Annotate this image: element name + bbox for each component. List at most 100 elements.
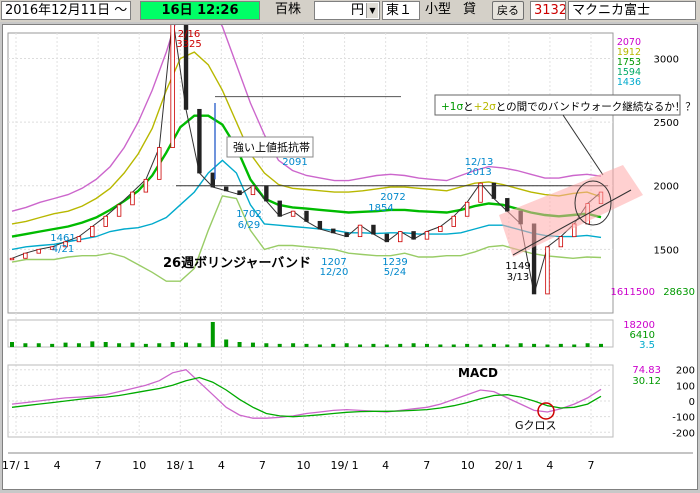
candle <box>157 147 162 180</box>
volume-bar <box>478 344 483 347</box>
x-tick-label: 10 <box>132 459 146 472</box>
x-tick-label: 7 <box>259 459 266 472</box>
volume-bar <box>532 343 537 347</box>
candle <box>210 172 215 188</box>
currency-select[interactable]: 円 ▼ <box>314 1 380 20</box>
volume-bar <box>424 343 429 347</box>
volume-bar <box>331 343 336 347</box>
x-tick-label: 18/ 1 <box>166 459 194 472</box>
macd-tick-label: 200 <box>676 366 695 377</box>
volume-bar <box>291 343 296 347</box>
ticker-field[interactable]: 3132 <box>530 1 566 20</box>
candle <box>344 232 349 238</box>
toolbar: 2016年12月11日 ～ 16日 12:26 百株 円 ▼ 東１ 小型 貸 戻… <box>0 0 700 22</box>
x-tick-label: 17/ 1 <box>3 459 30 472</box>
volume-bar <box>518 343 523 347</box>
price-tick-label: 3000 <box>654 54 679 65</box>
golden-cross-marker <box>537 402 555 420</box>
market-field: 東１ <box>382 1 420 20</box>
volume-bar <box>157 343 162 347</box>
candle <box>505 198 510 212</box>
x-tick-label: 10 <box>461 459 475 472</box>
volume-readout: 28630 <box>663 287 695 298</box>
macd-line-MACD <box>11 368 602 419</box>
annotation-label: 2091 <box>282 157 307 168</box>
volume-bar <box>197 343 202 347</box>
candle <box>290 210 296 217</box>
band-level-label: 2070 <box>617 37 641 48</box>
volume-bar <box>545 344 550 347</box>
back-button[interactable]: 戻る <box>492 1 524 20</box>
volume-bar <box>264 343 269 347</box>
candle <box>76 236 82 243</box>
candle <box>23 252 28 259</box>
annotation-label: 2072 <box>380 192 405 203</box>
series-line-+2σ <box>11 0 602 212</box>
band-level-label: 1753 <box>617 57 641 68</box>
volume-bar <box>237 342 242 347</box>
candle <box>103 215 108 227</box>
price-tick-label: 1500 <box>654 245 679 256</box>
x-tick-label: 7 <box>423 459 430 472</box>
bandwalk-ellipse <box>574 180 612 226</box>
volume-bar <box>170 342 175 347</box>
band-level-label: 1436 <box>617 77 641 88</box>
candle <box>331 228 336 234</box>
x-tick-label: 7 <box>588 459 595 472</box>
x-tick-label: 4 <box>546 459 553 472</box>
x-tick-label: 10 <box>297 459 311 472</box>
series-line-MA26 <box>11 114 602 238</box>
candle <box>371 224 376 235</box>
x-tick-label: 20/ 1 <box>495 459 523 472</box>
volume-scale-label: 3.5 <box>639 340 655 351</box>
bandwalk-callout-box <box>434 94 681 116</box>
uptrend-channel <box>499 165 643 257</box>
candle <box>304 210 309 222</box>
annotation-label: 3/13 <box>507 272 529 283</box>
chevron-down-icon[interactable]: ▼ <box>366 3 378 18</box>
candle <box>317 220 323 230</box>
volume-bar <box>63 342 68 347</box>
candle <box>237 190 242 196</box>
annotation-label: 5/24 <box>384 267 406 278</box>
volume-bar <box>371 343 376 347</box>
volume-bar <box>384 344 389 347</box>
volume-bar <box>250 342 255 347</box>
bandwalk-text-part: +2σ <box>474 101 496 113</box>
currency-value: 円 <box>350 3 364 18</box>
series-line--2σ <box>11 195 602 282</box>
annotation-label: 6/29 <box>238 220 260 231</box>
candle <box>398 231 403 243</box>
macd-label: MACD <box>458 366 498 380</box>
volume-bar <box>585 343 590 347</box>
bandwalk-callout: +1σと+2σとの間でのバンドウォーク継続なるか！？ <box>441 100 696 113</box>
date-field[interactable]: 2016年12月11日 ～ <box>1 1 131 20</box>
unit-label: 百株 <box>264 1 312 20</box>
volume-bar <box>572 344 577 347</box>
macd-line-Signal <box>11 376 602 418</box>
candle <box>491 182 497 199</box>
volume-bar <box>317 344 322 347</box>
candle <box>63 241 68 248</box>
candle <box>277 200 282 217</box>
volume-bar <box>491 343 496 347</box>
candle <box>451 215 456 227</box>
candle <box>143 178 149 193</box>
candle <box>464 201 470 217</box>
resistance-callout-box <box>226 136 314 158</box>
candle <box>411 231 416 240</box>
candle <box>545 246 550 295</box>
volume-bar <box>50 343 55 347</box>
volume-bar <box>36 343 41 347</box>
volume-bar <box>103 342 108 347</box>
candle <box>264 185 269 202</box>
size-label: 小型 <box>422 1 458 20</box>
time-display: 16日 12:26 <box>140 1 260 20</box>
bandwalk-text-part: +1σ <box>441 101 463 113</box>
volume-scale-label: 18200 <box>623 320 655 331</box>
price-tick-label: 2500 <box>654 118 679 129</box>
volume-readout: 1611500 <box>610 287 655 298</box>
volume-bar <box>451 344 456 347</box>
